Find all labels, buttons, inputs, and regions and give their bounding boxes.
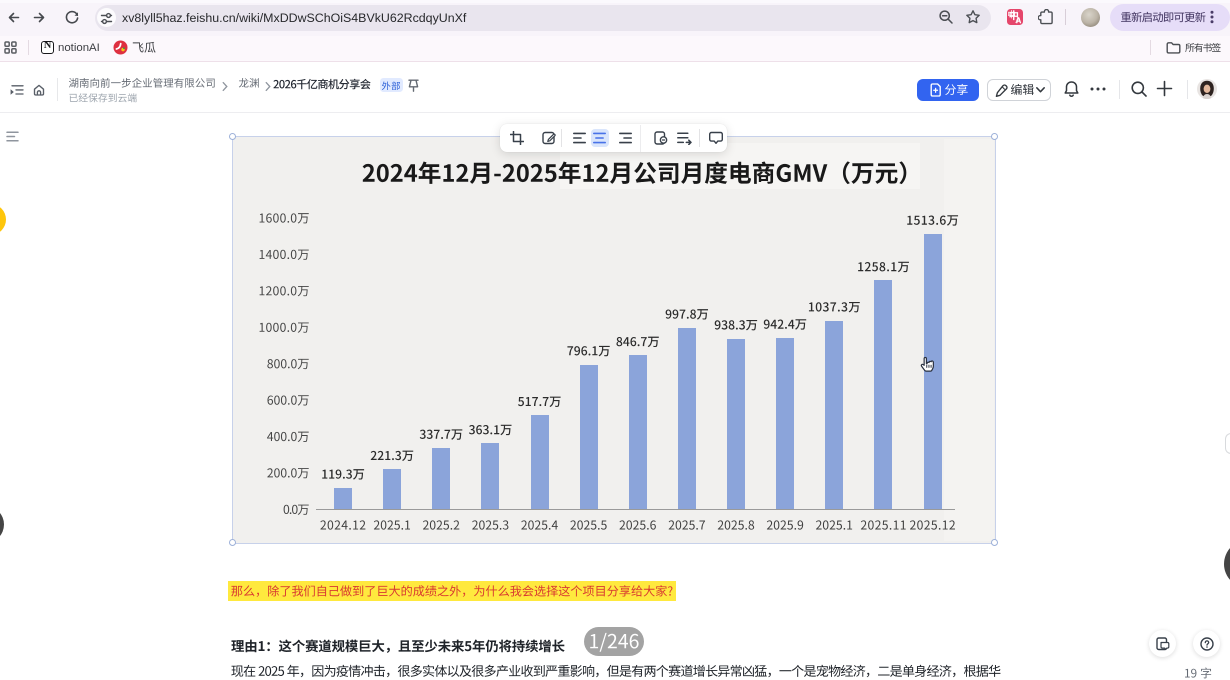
svg-text:A: A (1015, 16, 1021, 25)
